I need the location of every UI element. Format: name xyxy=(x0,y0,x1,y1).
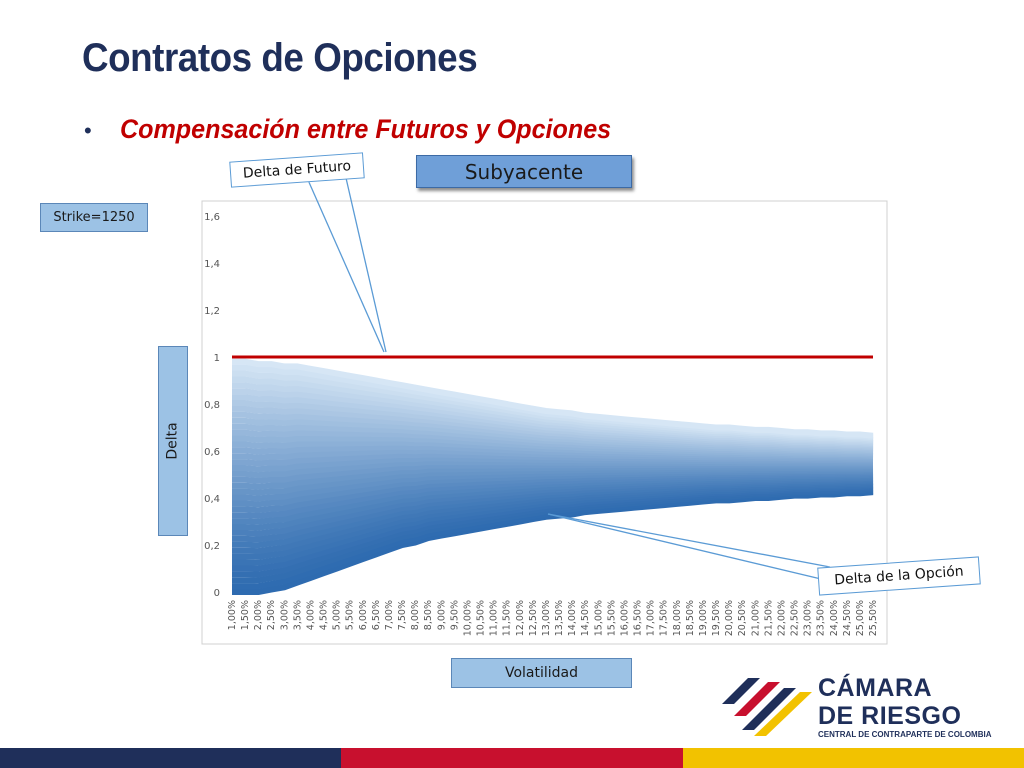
x-tick-label: 18,00% xyxy=(672,600,683,636)
x-tick-label: 10,50% xyxy=(476,600,487,636)
x-tick-label: 2,00% xyxy=(253,600,264,630)
option-delta-curve xyxy=(232,358,874,439)
y-axis-title-box: Delta xyxy=(158,346,188,536)
x-tick-label: 6,50% xyxy=(371,600,382,630)
x-tick-label: 1,50% xyxy=(240,600,251,630)
x-tick-label: 17,00% xyxy=(646,600,657,636)
logo-line2: DE RIESGO xyxy=(818,702,962,730)
x-tick-label: 24,50% xyxy=(842,600,853,636)
bullet-marker: • xyxy=(84,118,92,143)
x-tick-label: 6,00% xyxy=(358,600,369,630)
x-tick-label: 17,50% xyxy=(659,600,670,636)
x-tick-label: 16,50% xyxy=(633,600,644,636)
x-tick-label: 14,50% xyxy=(580,600,591,636)
x-tick-label: 21,50% xyxy=(763,600,774,636)
x-tick-label: 1,00% xyxy=(227,600,238,630)
x-tick-label: 25,00% xyxy=(855,600,866,636)
x-tick-label: 5,50% xyxy=(345,600,356,630)
subyacente-label: Subyacente xyxy=(416,155,632,188)
x-tick-label: 13,00% xyxy=(541,600,552,636)
x-tick-label: 9,00% xyxy=(436,600,447,630)
x-tick-label: 20,00% xyxy=(724,600,735,636)
x-tick-label: 3,50% xyxy=(292,600,303,630)
y-tick-label: 1,4 xyxy=(204,259,220,270)
y-tick-label: 0 xyxy=(214,588,220,599)
footer-bar-red xyxy=(341,748,683,768)
x-tick-label: 12,00% xyxy=(515,600,526,636)
callout-opcion-pointer-top xyxy=(547,513,831,568)
x-tick-label: 5,00% xyxy=(332,600,343,630)
x-tick-label: 13,50% xyxy=(554,600,565,636)
x-tick-label: 4,00% xyxy=(305,600,316,630)
x-tick-label: 24,00% xyxy=(829,600,840,636)
x-tick-label: 7,50% xyxy=(397,600,408,630)
y-axis-title: Delta xyxy=(165,422,182,460)
x-tick-label: 23,00% xyxy=(803,600,814,636)
callout-opcion-pointer-bottom xyxy=(547,513,843,585)
x-tick-label: 4,50% xyxy=(319,600,330,630)
x-tick-label: 25,50% xyxy=(868,600,879,636)
x-tick-label: 18,50% xyxy=(685,600,696,636)
logo-line3: CENTRAL DE CONTRAPARTE DE COLOMBIA xyxy=(818,730,992,739)
x-tick-label: 12,50% xyxy=(528,600,539,636)
x-tick-label: 19,50% xyxy=(711,600,722,636)
x-tick-label: 7,00% xyxy=(384,600,395,630)
x-tick-label: 23,50% xyxy=(816,600,827,636)
x-tick-label: 10,00% xyxy=(462,600,473,636)
x-tick-label: 15,50% xyxy=(606,600,617,636)
y-tick-label: 1 xyxy=(214,353,220,364)
x-tick-label: 19,00% xyxy=(698,600,709,636)
callout-futuro-pointer-right xyxy=(345,177,387,353)
y-tick-label: 1,6 xyxy=(204,212,220,223)
strike-label: Strike=1250 xyxy=(40,203,148,232)
x-tick-label: 8,50% xyxy=(423,600,434,630)
footer-bar-yellow xyxy=(683,748,1024,768)
x-tick-label: 15,00% xyxy=(593,600,604,636)
camara-logo-mark xyxy=(722,678,812,736)
x-tick-label: 11,50% xyxy=(502,600,513,636)
callout-futuro-pointer-left xyxy=(307,179,385,353)
x-tick-label: 2,50% xyxy=(266,600,277,630)
x-tick-label: 22,00% xyxy=(776,600,787,636)
x-tick-label: 3,00% xyxy=(279,600,290,630)
x-tick-label: 22,50% xyxy=(790,600,801,636)
x-axis-title: Volatilidad xyxy=(451,658,632,688)
x-tick-label: 9,50% xyxy=(449,600,460,630)
bullet-text: Compensación entre Futuros y Opciones xyxy=(120,114,612,144)
page-title: Contratos de Opciones xyxy=(82,36,478,80)
y-tick-label: 0,2 xyxy=(204,541,220,552)
x-tick-label: 11,00% xyxy=(489,600,500,636)
y-tick-label: 0,6 xyxy=(204,447,220,458)
footer-bar-navy xyxy=(0,748,341,768)
y-tick-label: 0,4 xyxy=(204,494,220,505)
x-tick-label: 14,00% xyxy=(567,600,578,636)
x-tick-label: 16,00% xyxy=(619,600,630,636)
y-tick-label: 0,8 xyxy=(204,400,220,411)
y-tick-label: 1,2 xyxy=(204,306,220,317)
logo-stripes-icon xyxy=(722,678,812,736)
x-tick-label: 21,00% xyxy=(750,600,761,636)
logo-line1: CÁMARA xyxy=(818,674,933,702)
x-tick-label: 20,50% xyxy=(737,600,748,636)
x-tick-label: 8,00% xyxy=(410,600,421,630)
